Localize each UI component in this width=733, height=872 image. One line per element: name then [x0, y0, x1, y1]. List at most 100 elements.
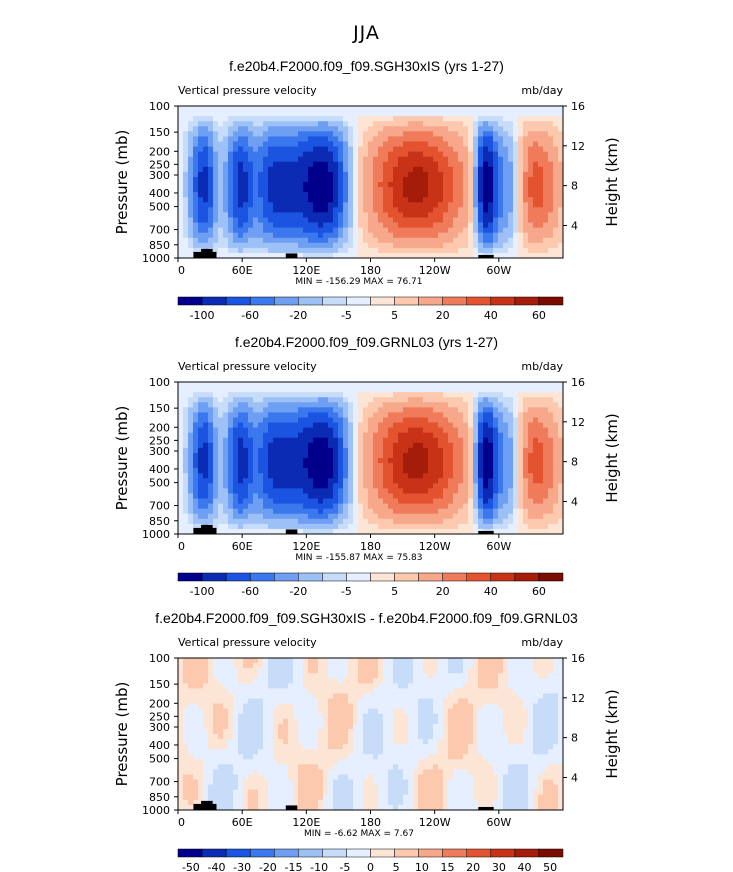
heatmap-cell [333, 141, 339, 147]
heatmap-cell [348, 151, 354, 158]
heatmap-cell [388, 166, 394, 173]
heatmap-cell [498, 427, 504, 434]
heatmap-cell [293, 407, 299, 413]
heatmap-cell [343, 402, 349, 408]
heatmap-cell [258, 192, 264, 198]
heatmap-cell [378, 447, 384, 454]
heatmap-cell [183, 252, 189, 259]
heatmap-cell [268, 252, 274, 259]
heatmap-cell [408, 523, 414, 530]
heatmap-cell [408, 483, 414, 489]
heatmap-cell [363, 192, 369, 198]
heatmap-cell [543, 161, 549, 168]
heatmap-cell [428, 422, 434, 428]
x-tick-label: 60W [486, 264, 511, 277]
heatmap-cell [188, 417, 194, 423]
heatmap-cell [243, 161, 249, 168]
heatmap-cell [478, 131, 484, 137]
heatmap-cell [288, 422, 294, 428]
heatmap-cell [223, 518, 229, 525]
heatmap-cell [348, 417, 354, 423]
heatmap-cell [333, 442, 339, 449]
heatmap-cell [358, 488, 364, 494]
heatmap-cell [223, 166, 229, 173]
heatmap-cell [408, 207, 414, 213]
heatmap-cell [248, 232, 254, 239]
heatmap-cell [543, 412, 549, 418]
heatmap-cell [243, 207, 249, 213]
heatmap-cell [378, 156, 384, 163]
heatmap-cell [188, 518, 194, 525]
heatmap-cell [403, 171, 409, 178]
heatmap-cell [463, 412, 469, 418]
heatmap-cell [458, 116, 464, 122]
heatmap-cell [463, 488, 469, 494]
heatmap-cell [453, 442, 459, 449]
heatmap-cell [343, 227, 349, 234]
heatmap-cell [353, 412, 359, 418]
heatmap-cell [393, 442, 399, 449]
heatmap-cell [263, 106, 269, 112]
heatmap-cell [558, 171, 564, 178]
heatmap-cell [253, 247, 259, 254]
heatmap-cell [538, 463, 544, 469]
heatmap-cell [388, 212, 394, 218]
heatmap-cell [308, 493, 314, 499]
heatmap-cell [188, 713, 194, 720]
heatmap-cell [408, 151, 414, 158]
y-axis-title: Pressure (mb) [113, 406, 131, 511]
heatmap-cell [518, 202, 524, 208]
heatmap-cell [188, 718, 194, 725]
heatmap-cell [428, 432, 434, 439]
heatmap-cell [478, 412, 484, 418]
heatmap-cell [458, 528, 464, 535]
heatmap-cell [308, 432, 314, 439]
heatmap-cell [538, 161, 544, 168]
heatmap-cell [338, 458, 344, 464]
heatmap-cell [363, 111, 369, 117]
heatmap-cell [228, 227, 234, 234]
heatmap-cell [308, 247, 314, 254]
heatmap-cell [353, 483, 359, 489]
heatmap-cell [498, 207, 504, 213]
heatmap-cell [278, 106, 284, 112]
heatmap-cell [208, 412, 214, 418]
heatmap-cell [488, 106, 494, 112]
heatmap-cell [443, 171, 449, 178]
heatmap-cell [183, 488, 189, 494]
heatmap-cell [288, 387, 294, 393]
heatmap-cell [203, 442, 209, 449]
heatmap-cell [453, 217, 459, 223]
heatmap-cell [523, 161, 529, 168]
heatmap-cell [183, 749, 189, 755]
heatmap-cell [358, 151, 364, 158]
heatmap-cell [508, 197, 514, 203]
heatmap-cell [383, 427, 389, 434]
heatmap-cell [303, 146, 309, 152]
heatmap-cell [188, 407, 194, 413]
heatmap-cell [433, 156, 439, 163]
heatmap-cell [488, 187, 494, 193]
heatmap-cell [518, 397, 524, 403]
heatmap-cell [558, 121, 564, 127]
heatmap-cell [508, 182, 514, 188]
heatmap-cell [403, 151, 409, 158]
heatmap-cell [298, 488, 304, 494]
heatmap-cell [468, 192, 474, 198]
heatmap-cell [343, 427, 349, 434]
heatmap-cell [403, 192, 409, 198]
heatmap-cell [418, 197, 424, 203]
heatmap-cell [233, 503, 239, 510]
heatmap-cell [353, 498, 359, 504]
heatmap-cell [533, 513, 539, 520]
heatmap-cell [523, 232, 529, 239]
heatmap-cell [523, 146, 529, 152]
heatmap-cell [528, 106, 534, 112]
heatmap-cell [288, 437, 294, 444]
heatmap-cell [483, 146, 489, 152]
heatmap-cell [183, 473, 189, 479]
heatmap-cell [263, 458, 269, 464]
heatmap-cell [418, 432, 424, 439]
heatmap-cell [443, 473, 449, 479]
heatmap-cell [183, 493, 189, 499]
